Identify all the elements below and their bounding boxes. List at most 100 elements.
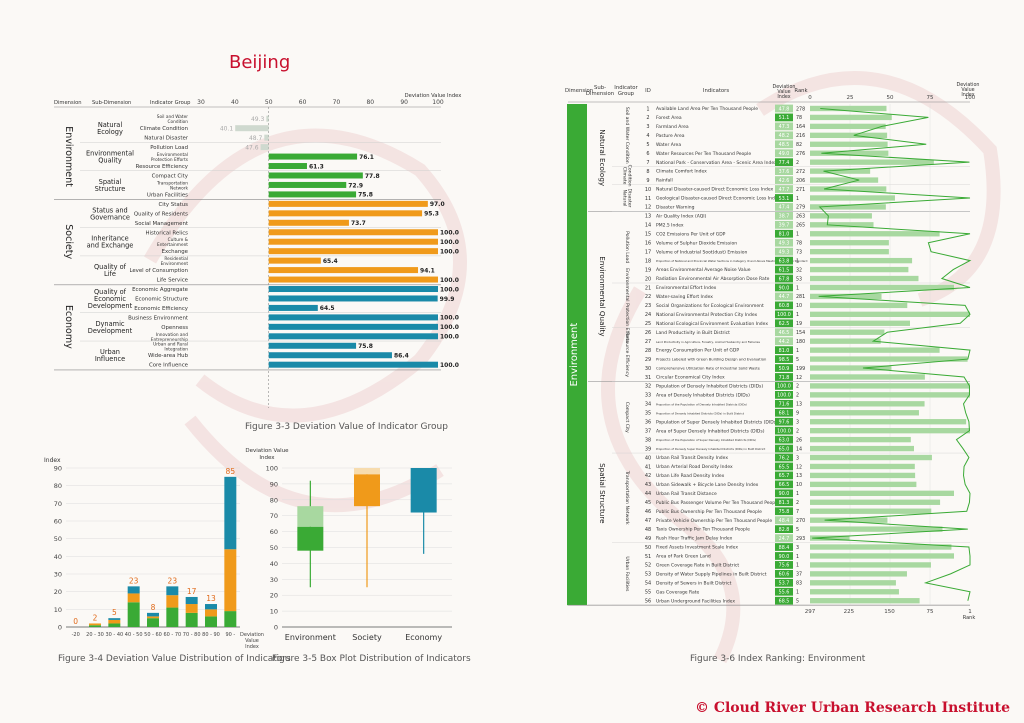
indicator-group-label: Climate bbox=[622, 167, 628, 185]
rank-cell-label: 216 bbox=[796, 133, 805, 139]
row-indicator: Comprehensive Utilization Rate of Indust… bbox=[656, 367, 761, 371]
value-bar bbox=[810, 544, 952, 550]
y-tick-label: 90 bbox=[270, 480, 278, 488]
header-indicators: Indicators bbox=[703, 88, 729, 94]
value-bar bbox=[810, 329, 885, 335]
value-bar bbox=[810, 472, 916, 479]
indicator-group-label: Compact City bbox=[624, 402, 630, 433]
value-cell-label: 47.3 bbox=[779, 124, 790, 130]
value-cell-label: 67.8 bbox=[779, 276, 790, 282]
value-cell-label: 100.0 bbox=[777, 428, 791, 434]
sub-dimension-label: Environmental bbox=[86, 150, 134, 158]
bar-total-label: 17 bbox=[187, 587, 197, 596]
rank-cell-label: 265 bbox=[796, 223, 805, 229]
value-cell bbox=[775, 292, 793, 301]
rank-cell-label: 272 bbox=[796, 169, 805, 175]
row-id: 25 bbox=[645, 321, 651, 327]
row-indicator: Fixed Assets Investment Scale Index bbox=[656, 545, 738, 551]
bar-value-label: 73.7 bbox=[351, 220, 366, 227]
value-cell bbox=[775, 578, 793, 587]
deviation-bar bbox=[268, 295, 438, 302]
value-cell-label: 51.1 bbox=[779, 115, 790, 121]
rank-cell-label: 3 bbox=[796, 545, 799, 551]
row-id: 14 bbox=[645, 223, 651, 229]
row-id: 11 bbox=[645, 196, 651, 202]
value-bar bbox=[810, 266, 909, 273]
value-bar bbox=[810, 150, 889, 156]
indicator-group-label: Pollution Load bbox=[150, 145, 188, 151]
row-indicator: Proportion of Densely Inhabited District… bbox=[656, 411, 745, 415]
indicator-group-label: Protection Efforts bbox=[151, 157, 189, 163]
value-cell bbox=[775, 516, 793, 525]
value-cell-label: 24.7 bbox=[779, 536, 790, 542]
indicator-group-label: Business Environment bbox=[128, 315, 188, 321]
deviation-bar bbox=[268, 191, 357, 198]
row-indicator: Air Quality Index (AQI) bbox=[656, 213, 707, 219]
value-cell-label: 100.0 bbox=[777, 384, 791, 390]
top-tick-label: 0 bbox=[808, 95, 812, 101]
sub-dimension-label: Development bbox=[88, 302, 133, 310]
value-cell-label: 38.7 bbox=[779, 214, 790, 220]
x-tick-label: 30 bbox=[197, 99, 205, 106]
value-cell bbox=[775, 382, 793, 390]
row-id: 41 bbox=[645, 464, 651, 470]
row-indicator: Area of Super Densely Inhabited District… bbox=[656, 428, 765, 434]
row-indicator: Public Bus Passenger Volume Per Ten Thou… bbox=[656, 500, 779, 506]
indicator-group-label: Transportation Network bbox=[624, 470, 630, 525]
x-tick-label: 20 - 30 bbox=[86, 632, 104, 638]
value-cell bbox=[775, 355, 793, 363]
bar-value-label: 76.1 bbox=[359, 154, 374, 161]
value-cell-label: 60.6 bbox=[779, 572, 790, 578]
indicator-group-label: Environmental bbox=[157, 152, 188, 158]
box-upper bbox=[297, 506, 324, 527]
indicator-group-label: Historical Relics bbox=[145, 230, 188, 236]
deviation-bar bbox=[268, 200, 428, 207]
indicator-group-label: Transportation bbox=[156, 180, 188, 186]
value-cell bbox=[775, 453, 793, 462]
row-id: 2 bbox=[646, 115, 649, 121]
row-indicator: National Park - Conservation Area - Scen… bbox=[656, 160, 777, 166]
value-cell-label: 39.7 bbox=[779, 223, 790, 229]
rank-cell-label: 2 bbox=[796, 393, 799, 399]
bottom-tick-label: 297 bbox=[805, 609, 816, 615]
value-bar bbox=[810, 249, 889, 255]
row-id: 55 bbox=[645, 590, 651, 596]
indicator-group-label: Network bbox=[170, 185, 188, 191]
deviation-bar bbox=[268, 210, 423, 217]
indicator-group-label: Environmental Protection Efforts bbox=[624, 268, 630, 343]
sub-dimension-label: Inheritance bbox=[91, 235, 128, 243]
x-axis-title: Value bbox=[245, 638, 259, 644]
y-tick-label: 40 bbox=[54, 553, 62, 561]
y-tick-label: 60 bbox=[270, 528, 278, 536]
value-cell bbox=[775, 596, 793, 605]
deviation-bar bbox=[268, 267, 419, 274]
value-cell bbox=[775, 238, 793, 247]
row-id: 6 bbox=[646, 151, 649, 157]
sub-dimension-label: and Exchange bbox=[87, 242, 134, 250]
dimension-band bbox=[567, 104, 587, 606]
deviation-bar bbox=[268, 286, 438, 293]
rank-cell-label: 5 bbox=[796, 527, 799, 533]
value-bar bbox=[810, 284, 954, 291]
value-bar bbox=[810, 293, 882, 300]
row-id: 19 bbox=[645, 267, 651, 273]
value-cell bbox=[775, 373, 793, 381]
row-indicator: Climate Comfort Index bbox=[656, 169, 707, 175]
row-id: 47 bbox=[645, 518, 651, 524]
y-tick-label: 40 bbox=[270, 560, 278, 568]
rank-cell-label: 1 bbox=[796, 285, 799, 291]
box-lower bbox=[354, 474, 380, 507]
bar-total-label: 2 bbox=[93, 613, 98, 622]
deviation-bar bbox=[268, 257, 321, 264]
row-indicator: Volume of Sulphur Dioxide Emission bbox=[656, 240, 737, 246]
y-tick-label: 80 bbox=[270, 496, 278, 504]
value-cell bbox=[775, 570, 793, 578]
x-tick-label: 60 bbox=[299, 99, 307, 106]
rank-cell-label: 271 bbox=[796, 187, 805, 193]
page-title: Beijing bbox=[229, 52, 291, 73]
deviation-bar bbox=[268, 163, 307, 170]
deviation-bar bbox=[268, 219, 349, 226]
